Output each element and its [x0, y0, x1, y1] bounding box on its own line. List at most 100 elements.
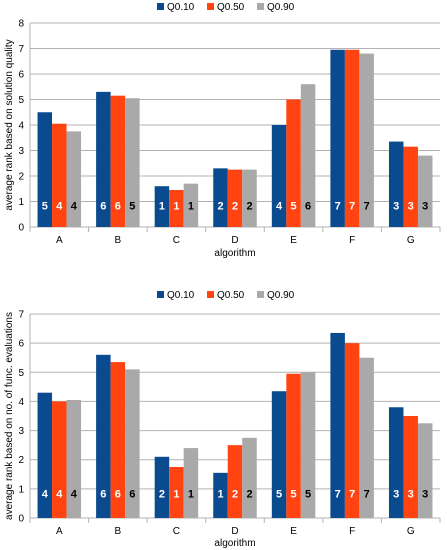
bar-data-label: 5	[291, 201, 297, 213]
bar-data-label: 1	[159, 201, 165, 213]
legend-label: Q0.90	[267, 2, 295, 13]
bar-data-label: 4	[56, 489, 63, 501]
y-tick-label: 6	[18, 70, 24, 81]
bar-data-label: 6	[115, 489, 121, 501]
bar	[271, 391, 287, 518]
bar-data-label: 4	[71, 489, 78, 501]
bar	[66, 131, 82, 227]
legend-swatch	[207, 291, 214, 298]
legend-swatch	[257, 3, 264, 10]
legend-swatch	[257, 291, 264, 298]
y-tick-label: 6	[18, 339, 24, 350]
y-tick-label: 1	[18, 484, 24, 495]
bar	[359, 53, 374, 227]
bar-data-label: 7	[349, 489, 355, 501]
y-tick-label: 0	[18, 223, 24, 234]
bar	[388, 141, 404, 227]
bar	[417, 423, 433, 518]
bar-data-label: 7	[349, 201, 355, 213]
x-tick-label: D	[231, 526, 238, 537]
bar-data-label: 3	[422, 489, 428, 501]
x-tick-label: G	[407, 235, 415, 246]
legend-label: Q0.10	[167, 290, 195, 301]
bar-data-label: 5	[276, 489, 282, 501]
bar-data-label: 6	[305, 201, 311, 213]
bar-data-label: 1	[188, 489, 194, 501]
legend-label: Q0.50	[217, 290, 245, 301]
bar	[125, 369, 140, 518]
bar-data-label: 4	[56, 201, 63, 213]
y-tick-label: 7	[18, 44, 24, 55]
bar-data-label: 5	[129, 201, 135, 213]
bar-data-label: 1	[173, 201, 179, 213]
bar	[37, 112, 53, 227]
bar	[213, 472, 228, 518]
y-tick-label: 2	[18, 172, 24, 183]
bar-data-label: 3	[408, 489, 414, 501]
bar	[388, 407, 404, 518]
bar-data-label: 3	[393, 489, 399, 501]
y-tick-label: 0	[18, 514, 24, 525]
y-tick-label: 4	[18, 121, 24, 132]
bar-data-label: 2	[217, 201, 223, 213]
y-tick-label: 8	[18, 19, 24, 30]
bar	[154, 456, 170, 518]
y-tick-label: 5	[18, 368, 24, 379]
x-tick-label: D	[231, 235, 238, 246]
x-tick-label: F	[349, 235, 355, 246]
y-tick-label: 2	[18, 455, 24, 466]
bar-data-label: 5	[305, 489, 311, 501]
bar	[154, 186, 170, 227]
bar-data-label: 1	[173, 489, 179, 501]
y-axis-title: average rank based on no. of func. evalu…	[4, 312, 15, 520]
bar	[300, 84, 316, 227]
x-axis-title: algorithm	[214, 248, 255, 259]
bar	[330, 332, 345, 518]
bar	[96, 91, 111, 227]
bar	[403, 146, 418, 227]
bar	[213, 168, 228, 227]
bar-data-label: 4	[276, 201, 283, 213]
y-tick-label: 7	[18, 310, 24, 321]
bar-data-label: 1	[217, 489, 223, 501]
bar-data-label: 6	[100, 201, 106, 213]
bar-data-label: 7	[335, 201, 341, 213]
legend-swatch	[157, 291, 164, 298]
bar	[242, 169, 257, 227]
bar-data-label: 2	[159, 489, 165, 501]
y-tick-label: 3	[18, 426, 24, 437]
bar-data-label: 3	[422, 201, 428, 213]
bar	[359, 357, 374, 518]
bar-data-label: 5	[42, 201, 48, 213]
legend-label: Q0.10	[167, 2, 195, 13]
bar-data-label: 3	[393, 201, 399, 213]
bar	[110, 95, 126, 227]
y-tick-label: 1	[18, 197, 24, 208]
bar	[330, 49, 345, 228]
bar	[286, 373, 301, 518]
bar-data-label: 2	[232, 489, 238, 501]
bar-data-label: 7	[335, 489, 341, 501]
x-axis-title: algorithm	[214, 538, 255, 549]
bar	[110, 362, 126, 518]
legend-label: Q0.50	[217, 2, 245, 13]
bar	[125, 98, 140, 227]
y-axis-title: average rank based on solution quality	[4, 39, 15, 210]
bar	[300, 372, 316, 518]
bar-data-label: 7	[364, 201, 370, 213]
bar-data-label: 6	[115, 201, 121, 213]
bar-data-label: 6	[100, 489, 106, 501]
x-tick-label: C	[173, 235, 180, 246]
bar-data-label: 2	[232, 201, 238, 213]
bar-data-label: 4	[42, 489, 49, 501]
bar	[227, 445, 243, 518]
bar	[169, 190, 184, 227]
bar	[52, 123, 67, 227]
bar-data-label: 5	[291, 489, 297, 501]
bar	[344, 343, 360, 518]
y-tick-label: 4	[18, 397, 24, 408]
bar	[417, 155, 433, 227]
bar	[52, 401, 67, 518]
bar	[344, 49, 360, 228]
